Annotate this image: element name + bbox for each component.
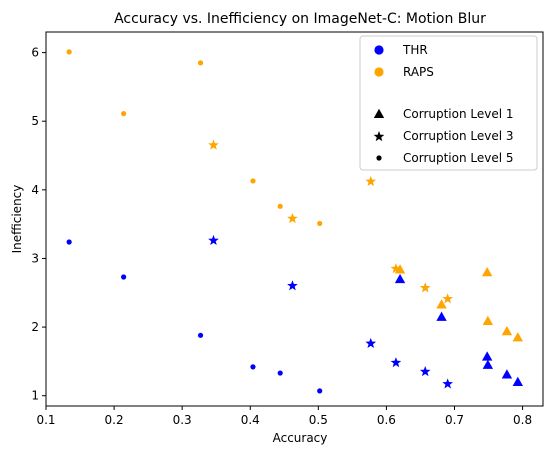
thr-level-5-point [317, 388, 323, 394]
raps-level-5-point [317, 220, 323, 227]
legend-marker-level-3 [373, 131, 385, 142]
legend-label-level: Corruption Level 5 [403, 151, 514, 165]
thr-level-1-point [481, 351, 493, 361]
thr-level-3-point [365, 337, 377, 348]
y-tick-label: 5 [31, 114, 39, 128]
legend-marker-raps [374, 67, 384, 77]
y-axis-label: Inefficiency [10, 185, 24, 254]
plot-frame [45, 31, 544, 407]
legend-label-level: Corruption Level 3 [403, 129, 514, 143]
legend-box [359, 35, 538, 171]
legend-marker-thr [374, 45, 384, 55]
raps-level-5-point [277, 203, 283, 209]
legend-label-raps: RAPS [403, 65, 434, 79]
thr-level-3-point [287, 280, 298, 291]
x-tick-label: 0.2 [105, 413, 124, 427]
x-tick-label: 0.7 [445, 413, 464, 427]
raps-level-3-point [287, 212, 298, 224]
raps-level-5-point [121, 111, 127, 117]
thr-level-5-point [250, 364, 256, 370]
thr-level-5-point [197, 332, 204, 338]
raps-level-1-point [501, 326, 513, 336]
chart-title: Accuracy vs. Inefficiency on ImageNet-C:… [114, 11, 486, 27]
raps-level-3-point [208, 139, 219, 150]
thr-level-5-point [121, 274, 127, 280]
x-axis-label: Accuracy [273, 431, 328, 445]
thr-level-5-point [66, 239, 72, 245]
x-tick-label: 0.3 [173, 413, 192, 427]
legend-marker-level-1 [373, 108, 385, 119]
thr-level-1-point [436, 311, 447, 321]
x-tick-label: 0.4 [241, 413, 260, 427]
legend-marker-level-5 [376, 155, 382, 161]
legend-label-thr: THR [402, 43, 428, 57]
raps-level-5-point [66, 49, 72, 55]
y-tick-label: 1 [31, 389, 39, 403]
raps-level-1-point [512, 332, 524, 342]
thr-level-3-point [390, 357, 402, 368]
x-tick-label: 0.8 [513, 413, 532, 427]
x-tick-label: 0.1 [36, 413, 55, 427]
legend: THR RAPS Corruption Level 1 Corruption Leve… [359, 35, 538, 171]
thr-level-3-point [208, 234, 219, 246]
y-tick-label: 4 [31, 183, 39, 197]
x-tick-label: 0.5 [309, 413, 328, 427]
raps-level-1-point [394, 264, 406, 274]
raps-level-5-point [250, 178, 256, 184]
raps-level-3-point [365, 175, 377, 187]
thr-level-1-point [512, 376, 524, 387]
raps-level-1-point [436, 299, 447, 309]
raps-level-1-point [481, 266, 493, 277]
raps-level-1-point [482, 315, 494, 325]
thr-level-1-point [394, 273, 406, 284]
thr-level-3-point [419, 366, 431, 377]
thr-level-3-point [442, 378, 454, 389]
thr-level-5-point [277, 370, 283, 376]
thr-level-1-point [501, 369, 513, 379]
x-tick-label: 0.6 [377, 413, 396, 427]
raps-level-3-point [419, 282, 431, 293]
axis-ticks: 0.1 0.2 0.3 0.4 0.5 0.6 0.7 0.8 1 2 3 4 5 6 [31, 46, 532, 427]
legend-label-level: Corruption Level 1 [403, 107, 514, 121]
thr-level-1-point [482, 359, 494, 369]
raps-level-3-point [442, 293, 454, 304]
raps-level-5-point [197, 60, 204, 66]
data-points [66, 49, 524, 394]
raps-level-3-point [390, 263, 402, 274]
y-tick-label: 3 [31, 251, 39, 265]
y-tick-label: 6 [31, 46, 39, 60]
y-tick-label: 2 [31, 320, 39, 334]
